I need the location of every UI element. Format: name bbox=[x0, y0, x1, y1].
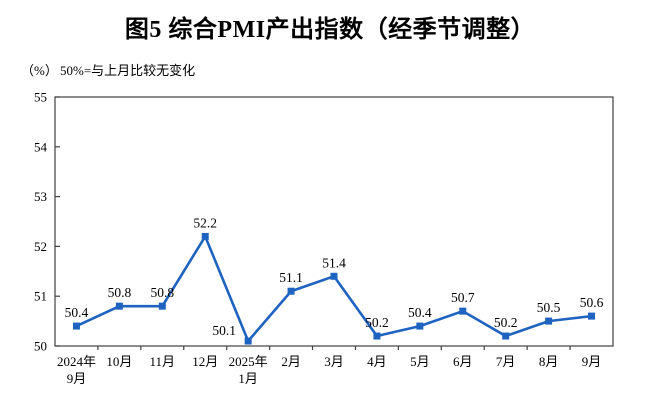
y-axis-unit-label: （%） bbox=[21, 63, 58, 78]
data-point-marker bbox=[158, 302, 166, 310]
x-category-label: 12月 bbox=[192, 354, 218, 369]
data-point-marker bbox=[588, 312, 596, 320]
baseline-note: 50%=与上月比较无变化 bbox=[60, 63, 196, 78]
data-point-marker bbox=[545, 317, 553, 325]
x-category-label: 3月 bbox=[324, 354, 344, 369]
y-tick-label: 55 bbox=[34, 90, 47, 105]
data-point-marker bbox=[115, 302, 123, 310]
x-category-label: 10月 bbox=[106, 354, 132, 369]
x-category-label: 6月 bbox=[453, 354, 473, 369]
x-category-label: 2024年 bbox=[57, 354, 96, 369]
data-point-label: 50.1 bbox=[212, 323, 236, 338]
x-category-label: 11月 bbox=[150, 354, 176, 369]
data-labels: 50.4 50.8 50.8 52.2 50.1 51.1 51.4 50.2 50.4 50.7… bbox=[65, 215, 604, 338]
x-category-label: 7月 bbox=[496, 354, 516, 369]
y-axis: 50 51 52 53 54 55 bbox=[34, 90, 60, 354]
data-point-label: 50.4 bbox=[408, 305, 432, 320]
x-category-label: 4月 bbox=[367, 354, 387, 369]
y-tick-label: 54 bbox=[34, 139, 48, 154]
x-category-label: 2025年 bbox=[229, 354, 268, 369]
data-point-marker bbox=[416, 322, 424, 330]
x-category-label: 9月 bbox=[67, 371, 87, 386]
x-category-label: 2月 bbox=[281, 354, 301, 369]
data-point-marker bbox=[330, 272, 338, 280]
data-point-marker bbox=[459, 307, 467, 315]
y-tick-label: 52 bbox=[34, 239, 47, 254]
data-point-label: 51.1 bbox=[279, 270, 303, 285]
y-tick-label: 53 bbox=[34, 189, 47, 204]
data-point-label: 50.2 bbox=[365, 315, 389, 330]
data-point-label: 50.8 bbox=[108, 285, 132, 300]
x-category-label: 8月 bbox=[539, 354, 559, 369]
data-point-label: 50.7 bbox=[451, 290, 475, 305]
data-point-marker bbox=[201, 232, 209, 240]
data-point-marker bbox=[373, 332, 381, 340]
x-category-label: 1月 bbox=[238, 371, 258, 386]
x-category-label: 5月 bbox=[410, 354, 430, 369]
data-point-label: 52.2 bbox=[193, 215, 217, 230]
y-tick-label: 50 bbox=[34, 339, 47, 354]
data-point-label: 50.6 bbox=[580, 295, 604, 310]
data-point-label: 50.5 bbox=[537, 300, 561, 315]
data-point-marker bbox=[287, 287, 295, 295]
data-point-label: 50.8 bbox=[150, 285, 174, 300]
data-point-label: 50.4 bbox=[65, 305, 89, 320]
x-axis: 2024年 9月 10月 11月 12月 2025年 1月 2月 3月 4月 5月 6月 7月 8月 9月 bbox=[57, 346, 601, 386]
plot-border bbox=[54, 96, 614, 347]
y-tick-label: 51 bbox=[34, 289, 47, 304]
data-points bbox=[72, 232, 596, 345]
data-point-marker bbox=[244, 337, 252, 345]
axis-note-row: （%） 50%=与上月比较无变化 bbox=[0, 60, 660, 78]
chart-title: 图5 综合PMI产出指数（经季节调整） bbox=[124, 17, 536, 43]
x-category-label: 9月 bbox=[582, 354, 602, 369]
data-point-marker bbox=[502, 332, 510, 340]
data-point-label: 50.2 bbox=[494, 315, 518, 330]
data-point-marker bbox=[72, 322, 80, 330]
data-point-label: 51.4 bbox=[322, 255, 346, 270]
